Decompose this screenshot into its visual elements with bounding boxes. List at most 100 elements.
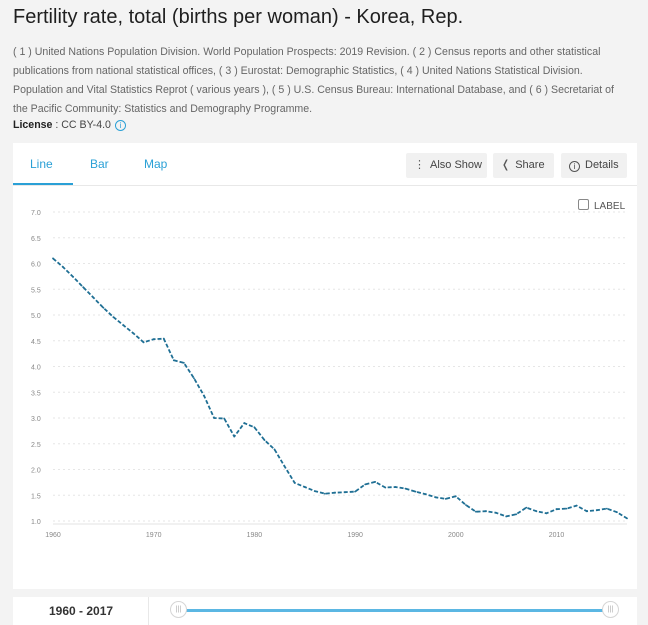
data-point [213, 417, 216, 419]
data-point [223, 417, 226, 420]
data-point [334, 491, 336, 494]
data-point [203, 395, 206, 397]
data-point [585, 510, 588, 513]
data-point [193, 377, 195, 380]
data-point [424, 493, 427, 496]
x-tick-label: 1960 [45, 532, 61, 539]
grip-icon: ||| [607, 606, 614, 613]
x-tick-label: 2010 [549, 532, 565, 539]
data-point [72, 276, 74, 278]
y-tick-label: 1.0 [31, 519, 41, 526]
data-point [273, 448, 276, 451]
data-point [364, 483, 367, 486]
data-point [344, 491, 346, 494]
range-label: 1960 - 2017 [49, 604, 114, 618]
y-tick-label: 2.5 [31, 442, 41, 449]
tab-map[interactable]: Map [144, 157, 168, 171]
data-point [606, 507, 608, 510]
data-point [465, 504, 467, 506]
data-point [475, 510, 477, 513]
data-point [545, 512, 548, 515]
data-point [595, 509, 598, 512]
range-handle-start[interactable]: ||| [170, 601, 187, 618]
share-label: Share [515, 159, 545, 171]
page-title: Fertility rate, total (births per woman)… [13, 6, 464, 28]
range-slider-track[interactable] [178, 609, 610, 612]
data-point [243, 422, 246, 424]
range-handle-end[interactable]: ||| [602, 601, 619, 618]
details-label: Details [585, 159, 619, 171]
data-point [82, 286, 85, 289]
more-vertical-icon: ⋮ [414, 159, 425, 171]
tab-line[interactable]: Line [30, 157, 53, 171]
info-circle-icon: i [569, 161, 580, 172]
y-tick-label: 1.5 [31, 493, 41, 500]
share-button[interactable]: ❬ Share [493, 153, 554, 178]
data-point [616, 511, 618, 514]
license: License : CC BY-4.0 i [13, 119, 126, 131]
line-chart: 7.0 6.5 6.0 5.5 5.0 4.5 4.0 3.5 3.0 2.5 2.0 1.5 1.0 1… [31, 210, 628, 539]
license-label: License [13, 119, 53, 131]
data-point [293, 482, 296, 484]
y-tick-label: 4.0 [31, 365, 41, 372]
range-divider [148, 597, 149, 625]
tab-bar[interactable]: Bar [90, 157, 109, 171]
data-point [374, 481, 377, 483]
also-show-button[interactable]: ⋮ Also Show [406, 153, 487, 178]
license-value: : CC BY-4.0 [52, 119, 111, 131]
data-point [525, 506, 528, 509]
label-toggle[interactable]: LABEL [578, 199, 625, 212]
data-point [92, 296, 95, 299]
label-checkbox[interactable] [578, 199, 589, 210]
data-point [324, 492, 326, 495]
x-tick-label: 1970 [146, 532, 162, 539]
y-tick-label: 6.0 [31, 262, 41, 269]
data-point [515, 513, 518, 516]
data-point [52, 257, 54, 260]
data-point [233, 435, 236, 438]
data-point [535, 510, 538, 513]
data-point [102, 306, 105, 309]
data-point [303, 486, 306, 488]
data-point [263, 439, 266, 441]
x-tick-label: 1990 [347, 532, 363, 539]
data-point [152, 338, 155, 341]
y-tick-label: 7.0 [31, 210, 41, 217]
y-tick-label: 4.5 [31, 339, 41, 346]
data-point [565, 507, 568, 510]
data-point [354, 490, 356, 493]
data-point [454, 495, 457, 498]
data-point [172, 359, 175, 362]
data-point [555, 508, 558, 511]
data-point [404, 487, 407, 490]
sources-text: ( 1 ) United Nations Population Division… [13, 46, 615, 115]
y-tick-label: 5.5 [31, 287, 41, 294]
data-point [122, 324, 125, 327]
data-point [485, 510, 487, 513]
share-icon: ❬ [501, 159, 511, 171]
data-point [112, 316, 115, 318]
data-point [495, 511, 497, 514]
grip-icon: ||| [175, 606, 182, 613]
data-point [384, 486, 387, 489]
data-point [444, 498, 447, 500]
range-bar: 1960 - 2017 ||| ||| [13, 597, 637, 625]
x-tick-label: 2000 [448, 532, 464, 539]
data-point [183, 362, 185, 364]
series-line [52, 257, 628, 520]
data-point [132, 332, 135, 335]
data-point [162, 337, 165, 340]
data-point [414, 490, 417, 493]
data-point [62, 266, 64, 268]
x-tick-label: 1980 [247, 532, 263, 539]
data-point [253, 426, 256, 429]
details-button[interactable]: i Details [561, 153, 627, 178]
also-show-label: Also Show [430, 159, 482, 171]
info-icon[interactable]: i [114, 120, 126, 131]
y-tick-label: 3.5 [31, 390, 41, 397]
data-point [142, 341, 145, 344]
y-tick-label: 3.0 [31, 416, 41, 423]
data-point [434, 496, 437, 499]
data-point [505, 515, 508, 518]
label-toggle-text: LABEL [594, 201, 626, 212]
